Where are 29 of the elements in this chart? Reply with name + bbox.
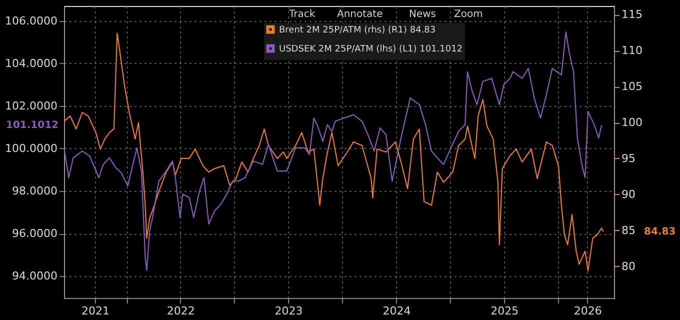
x-tick-label: 2026 (574, 304, 602, 318)
y-tick-label: 106.0000 (5, 14, 58, 28)
y2-tick-label: 85 (622, 224, 636, 237)
y-tick-label: 96.0000 (12, 227, 58, 240)
y2-tick-label: 95 (622, 152, 636, 165)
y-tick-label: 94.0000 (12, 270, 58, 283)
text: 84.83 (644, 226, 676, 238)
y2-tick-label: 115 (622, 8, 642, 22)
y2-tick-label: 80 (622, 260, 636, 273)
annotation: Track (288, 9, 316, 20)
y2-tick-label: 105 (622, 80, 642, 94)
annotation: Zoom (454, 9, 483, 20)
x-tick-label: 2025 (490, 304, 519, 318)
annotation: Annotate (337, 9, 383, 20)
y-tick-label: 102.0000 (5, 99, 58, 112)
y-tick-label: 104.0000 (5, 56, 58, 70)
x-tick-label: 2024 (382, 304, 411, 318)
y-tick-label: 98.0000 (12, 184, 58, 198)
y2-tick-label: 90 (622, 188, 636, 201)
legend-label: Brent 2M 25P/ATM (rhs) (R1) 84.83 (279, 26, 436, 36)
x-tick-label: 2021 (82, 304, 110, 318)
x-tick-label: 2023 (274, 304, 303, 318)
annotation: News (409, 9, 436, 20)
y2-tick-label: 100 (622, 116, 642, 130)
legend-label: USDSEK 2M 25P/ATM (lhs) (L1) 101.1012 (279, 44, 463, 54)
x-tick-label: 2022 (166, 304, 195, 318)
y-tick-label: 100.0000 (5, 142, 58, 155)
text: 101.1012 (6, 120, 59, 132)
y2-tick-label: 110 (622, 44, 642, 58)
